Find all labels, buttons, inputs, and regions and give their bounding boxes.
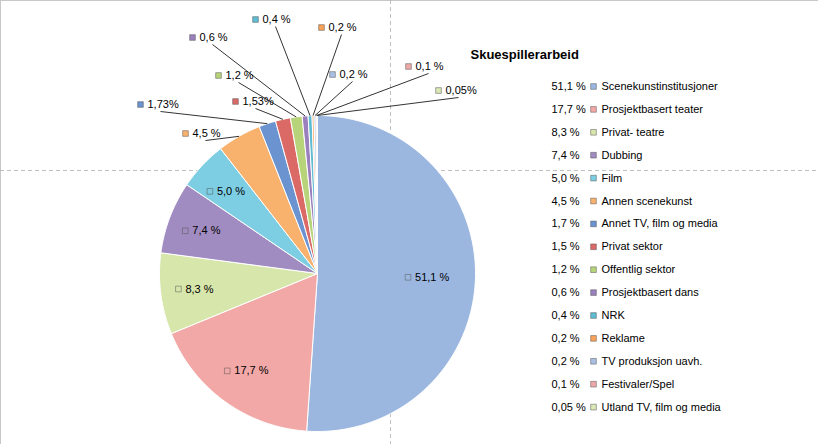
svg-text:Prosjektbasert dans: Prosjektbasert dans <box>602 286 700 298</box>
svg-text:0,4 %: 0,4 % <box>263 13 291 25</box>
svg-text:1,7 %: 1,7 % <box>552 217 580 229</box>
svg-text:0,1 %: 0,1 % <box>416 60 444 72</box>
svg-text:TV produksjon uavh.: TV produksjon uavh. <box>602 355 703 367</box>
svg-text:Dubbing: Dubbing <box>602 149 643 161</box>
svg-text:0,2 %: 0,2 % <box>552 332 580 344</box>
svg-text:Skuespillerarbeid: Skuespillerarbeid <box>471 47 579 62</box>
svg-text:Annet TV, film og media: Annet TV, film og media <box>602 217 719 229</box>
svg-text:1,2 %: 1,2 % <box>226 69 254 81</box>
svg-text:5,0 %: 5,0 % <box>552 172 580 184</box>
svg-text:Offentlig sektor: Offentlig sektor <box>602 263 676 275</box>
svg-text:NRK: NRK <box>602 309 626 321</box>
svg-text:51,1 %: 51,1 % <box>415 271 449 283</box>
svg-text:1,53%: 1,53% <box>243 95 274 107</box>
svg-text:0,2 %: 0,2 % <box>552 355 580 367</box>
svg-text:1,73%: 1,73% <box>148 98 179 110</box>
svg-text:8,3 %: 8,3 % <box>552 126 580 138</box>
svg-text:Annen scenekunst: Annen scenekunst <box>602 195 693 207</box>
svg-text:0,2 %: 0,2 % <box>329 21 357 33</box>
svg-text:4,5 %: 4,5 % <box>552 195 580 207</box>
svg-text:Scenekunstinstitusjoner: Scenekunstinstitusjoner <box>602 80 719 92</box>
svg-text:0,1 %: 0,1 % <box>552 378 580 390</box>
svg-text:1,2 %: 1,2 % <box>552 263 580 275</box>
svg-text:17,7 %: 17,7 % <box>552 103 586 115</box>
svg-text:0,05 %: 0,05 % <box>552 401 586 413</box>
svg-text:17,7 %: 17,7 % <box>234 364 268 376</box>
svg-text:Prosjektbasert teater: Prosjektbasert teater <box>602 103 704 115</box>
svg-text:0,2 %: 0,2 % <box>340 68 368 80</box>
svg-text:Privat sektor: Privat sektor <box>602 240 663 252</box>
svg-text:51,1 %: 51,1 % <box>552 80 586 92</box>
svg-text:1,5 %: 1,5 % <box>552 240 580 252</box>
svg-text:7,4 %: 7,4 % <box>552 149 580 161</box>
svg-text:4,5 %: 4,5 % <box>193 127 221 139</box>
svg-text:Utland TV, film og media: Utland TV, film og media <box>602 401 722 413</box>
svg-text:0,4 %: 0,4 % <box>552 309 580 321</box>
svg-text:0,6 %: 0,6 % <box>200 31 228 43</box>
svg-text:0,05%: 0,05% <box>446 84 477 96</box>
svg-text:5,0 %: 5,0 % <box>217 185 245 197</box>
svg-text:7,4 %: 7,4 % <box>192 224 220 236</box>
svg-text:Festivaler/Spel: Festivaler/Spel <box>602 378 675 390</box>
svg-text:Film: Film <box>602 172 623 184</box>
svg-text:0,6 %: 0,6 % <box>552 286 580 298</box>
svg-text:Privat- teatre: Privat- teatre <box>602 126 665 138</box>
svg-text:8,3 %: 8,3 % <box>185 282 213 294</box>
svg-text:Reklame: Reklame <box>602 332 645 344</box>
